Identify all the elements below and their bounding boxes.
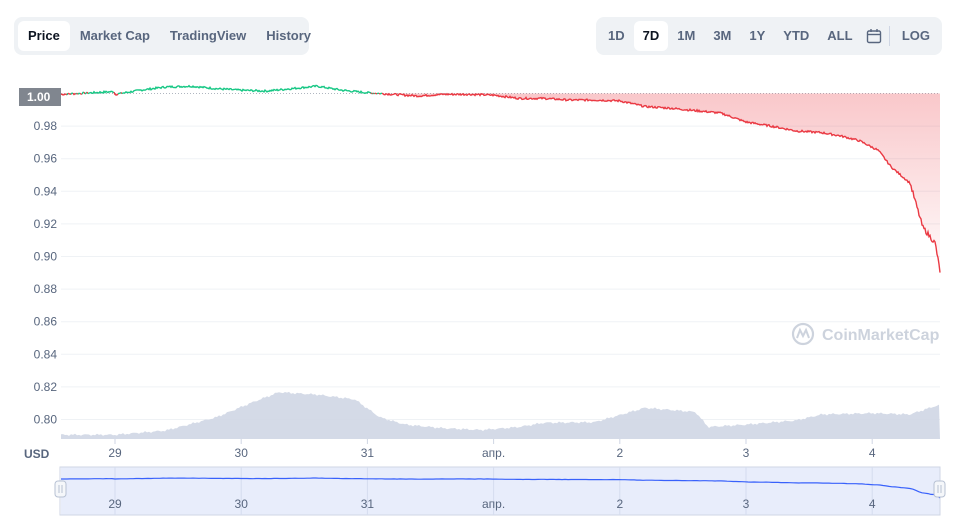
- y-tick-label: 0.86: [34, 315, 58, 329]
- y-tick-label: 0.92: [34, 217, 58, 231]
- y-tick-label: 0.96: [34, 152, 58, 166]
- range-navigator: 29 30 31 апр. 2 3 4: [54, 466, 946, 516]
- y-tick-label: 0.80: [34, 413, 58, 427]
- price-line-below: [120, 92, 123, 94]
- price-line-above: [379, 92, 383, 95]
- x-tick-label: 30: [235, 446, 249, 460]
- price-line-below: [79, 92, 83, 95]
- price-line-below: [113, 91, 119, 96]
- price-line-above: [70, 92, 74, 95]
- price-line-below: [67, 92, 72, 95]
- price-line-above: [75, 92, 78, 95]
- divider: [889, 26, 890, 46]
- y-tick-label: 0.84: [34, 347, 58, 361]
- volume-area: [61, 391, 940, 439]
- log-scale-toggle[interactable]: LOG: [901, 28, 930, 43]
- volume-bars: [61, 391, 940, 439]
- price-fill: [61, 93, 940, 273]
- x-tick-label: апр.: [482, 446, 505, 460]
- tab-history[interactable]: History: [266, 28, 312, 43]
- grid-lines: [61, 93, 940, 420]
- navigator-tick-label: 4: [869, 497, 876, 511]
- price-line-below: [381, 92, 941, 273]
- y-tick-label: 0.98: [34, 119, 58, 133]
- price-line-below: [372, 92, 375, 95]
- price-line-above: [117, 91, 122, 95]
- x-tick-label: 31: [361, 446, 375, 460]
- range-all-button[interactable]: ALL: [827, 28, 853, 43]
- price-line-above: [371, 92, 374, 95]
- navigator-tick-label: 31: [361, 497, 375, 511]
- tab-price[interactable]: Price: [18, 21, 70, 51]
- x-axis-labels: 29 30 31 апр. 2 3 4: [108, 439, 876, 460]
- coinmarketcap-logo-icon: [791, 322, 815, 346]
- current-price-badge: 1.00: [19, 88, 61, 106]
- navigator-tick-label: 29: [108, 497, 122, 511]
- below-baseline-fill: [61, 93, 940, 273]
- range-ytd-button[interactable]: YTD: [783, 28, 810, 43]
- price-line-below: [72, 92, 77, 96]
- price-line-below: [370, 92, 373, 95]
- range-1d-button[interactable]: 1D: [608, 28, 625, 43]
- range-1y-button[interactable]: 1Y: [749, 28, 766, 43]
- navigator-tick-label: апр.: [482, 497, 505, 511]
- navigator-line: [61, 477, 941, 499]
- watermark-text: CoinMarketCap: [822, 327, 940, 344]
- price-line-below: [76, 92, 79, 95]
- x-tick-label: 4: [869, 446, 876, 460]
- y-axis-labels: 0.98 0.96 0.94 0.92 0.90 0.88 0.86 0.84 0.82 0.80: [34, 119, 58, 426]
- price-line-above: [66, 92, 69, 96]
- time-range-selector: 1D 7D 1M 3M 1Y YTD ALL LOG: [596, 17, 942, 55]
- range-1m-button[interactable]: 1M: [677, 28, 696, 43]
- navigator-tick-label: 2: [616, 497, 623, 511]
- tab-tradingview[interactable]: TradingView: [169, 28, 247, 43]
- price-line-above: [77, 92, 81, 95]
- chart-type-tabs: Price Market Cap TradingView History: [14, 17, 311, 55]
- tab-market-cap[interactable]: Market Cap: [79, 28, 150, 43]
- navigator-tick-label: 30: [235, 497, 249, 511]
- currency-label: USD: [24, 447, 50, 461]
- price-line: [60, 84, 941, 273]
- current-price-label: 1.00: [27, 90, 51, 104]
- price-line-above: [373, 92, 376, 95]
- y-tick-label: 0.94: [34, 184, 58, 198]
- watermark: CoinMarketCap: [791, 322, 940, 346]
- range-7d-button[interactable]: 7D: [633, 21, 669, 51]
- x-tick-label: 29: [108, 446, 122, 460]
- price-line-above: [87, 90, 115, 95]
- price-line-below: [60, 93, 68, 96]
- navigator-tick-label: 3: [743, 497, 750, 511]
- y-tick-label: 0.82: [34, 380, 58, 394]
- y-tick-label: 0.88: [34, 282, 58, 296]
- x-tick-label: 3: [743, 446, 750, 460]
- y-tick-label: 0.90: [34, 250, 58, 264]
- calendar-icon[interactable]: [862, 21, 887, 51]
- range-3m-button[interactable]: 3M: [713, 28, 732, 43]
- x-tick-label: 2: [616, 446, 623, 460]
- navigator-right-handle[interactable]: [933, 480, 946, 498]
- price-line-below: [378, 92, 381, 95]
- price-line-above: [376, 92, 379, 95]
- price-line-above: [81, 91, 85, 95]
- price-line-below: [86, 91, 89, 94]
- navigator-left-handle[interactable]: [54, 480, 67, 498]
- price-line-below: [374, 92, 378, 95]
- price-line-above: [121, 84, 372, 95]
